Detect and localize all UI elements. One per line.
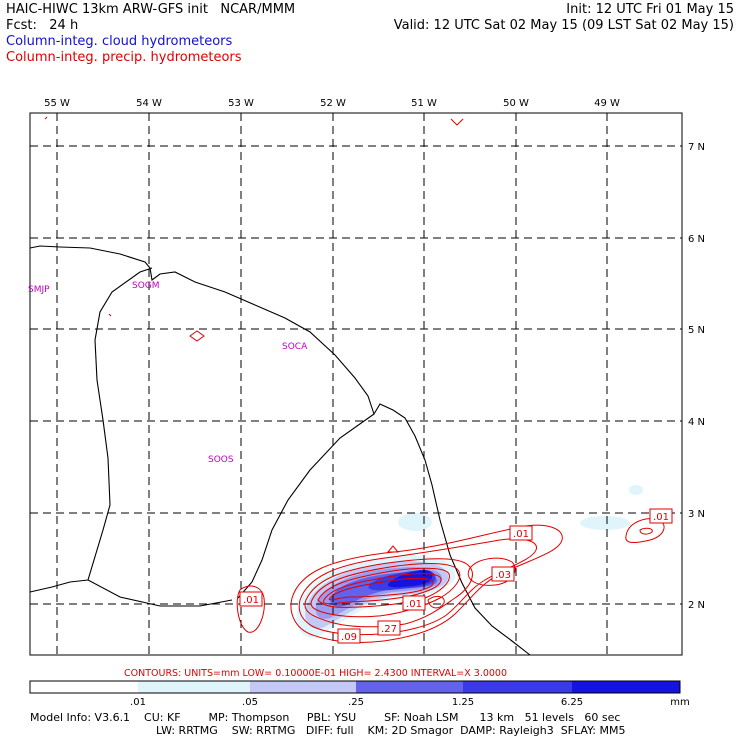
color-bar-segment (250, 681, 356, 693)
color-bar-segment (30, 681, 138, 693)
cloud-fill-patch (398, 513, 432, 531)
model-title: HAIC-HIWC 13km ARW-GFS init NCAR/MMM (6, 2, 296, 17)
latitude-label: 2 N (688, 600, 705, 611)
contours-info: CONTOURS: UNITS=mm LOW= 0.10000E-01 HIGH… (124, 668, 507, 679)
coastline-borders (29, 245, 531, 656)
longitude-label: 55 W (44, 98, 70, 109)
station-label: SMJP (28, 285, 50, 295)
color-bar-tick: 6.25 (561, 697, 583, 708)
longitude-label: 51 W (411, 98, 437, 109)
precip-contour (625, 518, 665, 543)
valid-time: Valid: 12 UTC Sat 02 May 15 (09 LST Sat … (393, 18, 734, 33)
station-labels: SMJP SOGM SOCA SOOS (28, 281, 308, 465)
contour-label-text: .03 (495, 570, 511, 581)
precip-contour (236, 585, 265, 633)
precip-contour (639, 527, 653, 535)
longitude-label: 53 W (228, 98, 254, 109)
color-bar-tick: 1.25 (452, 697, 474, 708)
precip-contour (310, 563, 461, 618)
precip-hydrometeor-contours (44, 116, 665, 643)
contour-label-text: .01 (406, 599, 422, 610)
longitude-label: 50 W (503, 98, 529, 109)
precip-contour (322, 573, 442, 605)
color-bar-tick: .25 (348, 697, 364, 708)
coastline (29, 245, 531, 656)
longitude-label: 54 W (136, 98, 162, 109)
latitude-label: 6 N (688, 234, 705, 245)
contour-label: .03 (491, 566, 515, 582)
contour-label: .01 (239, 591, 263, 607)
contour-label-text: .27 (381, 624, 397, 635)
color-bar-tick: .05 (242, 697, 258, 708)
latitude-labels: 7 N 6 N 5 N 4 N 3 N 2 N (688, 142, 705, 611)
legend-precip-hydrometeors: Column-integ. precip. hydrometeors (6, 50, 242, 65)
longitude-label: 49 W (594, 98, 620, 109)
model-info-line-2: LW: RRTMG SW: RRTMG DIFF: full KM: 2D Sm… (156, 724, 626, 737)
contour-label: .01 (509, 525, 533, 541)
contour-label-text: .01 (243, 595, 259, 606)
color-bar-tick: .01 (130, 697, 146, 708)
color-bar-units: mm (670, 697, 689, 708)
contour-labels: .01 .01 .03 .01 .01 .27 .09 (239, 508, 673, 644)
precip-contour (108, 313, 112, 317)
contour-label: .01 (402, 595, 426, 611)
contour-label: .27 (377, 620, 401, 636)
latitude-label: 4 N (688, 417, 705, 428)
color-bar: .01 .05 .25 1.25 6.25 mm (29, 680, 690, 708)
precip-contour (317, 567, 450, 608)
color-bar-segment (356, 681, 463, 693)
color-bar-segment (463, 681, 572, 693)
station-label: SOGM (132, 281, 160, 291)
longitude-label: 52 W (320, 98, 346, 109)
border-line (237, 413, 375, 599)
station-label: SOCA (282, 342, 308, 352)
precip-contour (328, 577, 434, 601)
color-bar-segment (572, 681, 680, 693)
precip-contour (189, 330, 205, 342)
precip-contour (304, 558, 473, 628)
contour-label: .09 (337, 628, 361, 644)
lat-lon-grid (30, 113, 682, 655)
latitude-label: 7 N (688, 142, 705, 153)
cloud-fill-patch (580, 516, 630, 530)
color-bar-segment (138, 681, 250, 693)
station-label: SOOS (208, 455, 234, 465)
precip-contour (44, 116, 48, 120)
model-info-line-1: Model Info: V3.6.1 CU: KF MP: Thompson P… (30, 711, 621, 724)
map-frame (29, 112, 683, 656)
cloud-hydrometeor-shading (296, 485, 643, 638)
contour-label-text: .09 (341, 632, 357, 643)
forecast-hour: Fcst: 24 h (6, 18, 79, 33)
init-time: Init: 12 UTC Fri 01 May 15 (566, 2, 734, 17)
contour-label-text: .01 (653, 512, 669, 523)
contour-label-text: .01 (513, 529, 529, 540)
border-line (87, 267, 233, 607)
precip-contour (386, 545, 400, 553)
contour-label: .01 (649, 508, 673, 524)
latitude-label: 3 N (688, 509, 705, 520)
precip-contour (427, 595, 445, 609)
legend-cloud-hydrometeors: Column-integ. cloud hydrometeors (6, 34, 233, 49)
cloud-fill-patch (629, 485, 643, 495)
precip-contour (450, 118, 464, 126)
border-line (29, 579, 89, 593)
latitude-label: 5 N (688, 325, 705, 336)
longitude-labels: 55 W 54 W 53 W 52 W 51 W 50 W 49 W (44, 98, 620, 109)
